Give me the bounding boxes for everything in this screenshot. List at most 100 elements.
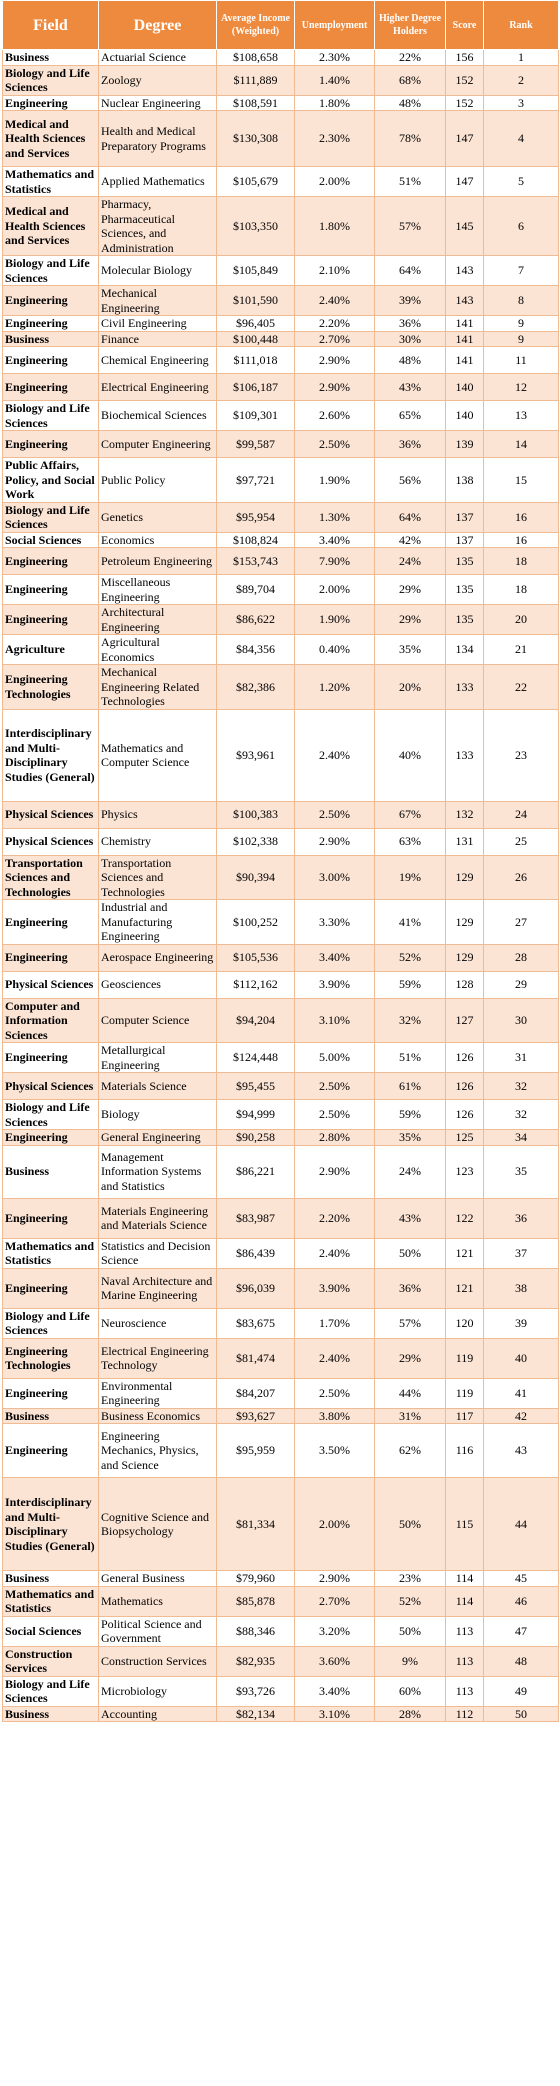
unemployment-cell: 3.40% — [294, 943, 375, 972]
field-cell: Biology and Life Sciences — [2, 1099, 99, 1130]
higher-degree-holders-cell: 42% — [374, 531, 446, 548]
degree-cell: Chemical Engineering — [98, 346, 217, 374]
rank-cell: 49 — [483, 1675, 559, 1707]
rank-cell: 5 — [483, 166, 559, 197]
average-income-cell: $108,824 — [216, 531, 295, 548]
unemployment-cell: 2.40% — [294, 1237, 375, 1269]
unemployment-cell: 1.90% — [294, 604, 375, 635]
table-row: Agriculture Agricultural Economics $84,356… — [2, 634, 559, 665]
score-cell: 137 — [445, 531, 484, 548]
unemployment-cell: 1.80% — [294, 94, 375, 111]
score-cell: 126 — [445, 1099, 484, 1130]
table-row: Physical Sciences Chemistry $102,338 2.90% 6… — [2, 827, 559, 856]
rank-cell: 16 — [483, 501, 559, 533]
average-income-cell: $153,743 — [216, 547, 295, 575]
degree-ranking-table-container: Field Degree Average Income (Weighted) U… — [2, 0, 559, 1722]
average-income-cell: $96,039 — [216, 1267, 295, 1309]
unemployment-cell: 1.90% — [294, 457, 375, 503]
table-row: Engineering Technologies Mechanical Engin… — [2, 664, 559, 710]
field-cell: Mathematics and Statistics — [2, 1585, 99, 1617]
rank-cell: 16 — [483, 531, 559, 548]
higher-degree-holders-cell: 43% — [374, 1197, 446, 1239]
unemployment-cell: 3.90% — [294, 1267, 375, 1309]
rank-cell: 18 — [483, 574, 559, 605]
higher-degree-holders-cell: 24% — [374, 547, 446, 575]
degree-cell: Microbiology — [98, 1675, 217, 1707]
table-row: Biology and Life Sciences Neuroscience $83… — [2, 1307, 559, 1339]
unemployment-cell: 0.40% — [294, 634, 375, 665]
average-income-cell: $102,338 — [216, 827, 295, 856]
score-cell: 129 — [445, 899, 484, 945]
average-income-cell: $100,383 — [216, 800, 295, 829]
table-row: Engineering Civil Engineering $96,405 2.20%… — [2, 315, 559, 332]
higher-degree-holders-cell: 29% — [374, 574, 446, 605]
rank-cell: 13 — [483, 400, 559, 431]
degree-cell: Management Information Systems and Stati… — [98, 1144, 217, 1199]
field-cell: Engineering — [2, 1042, 99, 1073]
unemployment-cell: 2.30% — [294, 49, 375, 66]
rank-cell: 4 — [483, 110, 559, 167]
table-row: Biology and Life Sciences Biochemical Sci… — [2, 400, 559, 431]
unemployment-cell: 3.10% — [294, 1705, 375, 1722]
higher-degree-holders-cell: 39% — [374, 285, 446, 316]
degree-cell: Agricultural Economics — [98, 634, 217, 665]
table-row: Mathematics and Statistics Statistics and… — [2, 1237, 559, 1269]
field-cell: Engineering — [2, 373, 99, 401]
higher-degree-holders-cell: 35% — [374, 634, 446, 665]
unemployment-cell: 3.50% — [294, 1423, 375, 1478]
average-income-cell: $99,587 — [216, 430, 295, 458]
rank-cell: 20 — [483, 604, 559, 635]
average-income-cell: $86,439 — [216, 1237, 295, 1269]
score-cell: 121 — [445, 1267, 484, 1309]
unemployment-cell: 2.70% — [294, 1585, 375, 1617]
score-cell: 127 — [445, 997, 484, 1043]
score-cell: 113 — [445, 1675, 484, 1707]
unemployment-cell: 1.30% — [294, 501, 375, 533]
table-body: Business Actuarial Science $108,658 2.30% 22… — [2, 49, 559, 1722]
degree-cell: Mechanical Engineering — [98, 285, 217, 316]
higher-degree-holders-cell: 52% — [374, 943, 446, 972]
field-cell: Biology and Life Sciences — [2, 255, 99, 286]
average-income-cell: $111,018 — [216, 346, 295, 374]
unemployment-cell: 2.00% — [294, 574, 375, 605]
rank-cell: 25 — [483, 827, 559, 856]
degree-cell: Physics — [98, 800, 217, 829]
average-income-cell: $106,187 — [216, 373, 295, 401]
score-cell: 126 — [445, 1042, 484, 1073]
table-row: Computer and Information Sciences Compute… — [2, 997, 559, 1043]
score-cell: 126 — [445, 1072, 484, 1100]
higher-degree-holders-cell: 48% — [374, 346, 446, 374]
field-cell: Medical and Health Sciences and Services — [2, 196, 99, 256]
unemployment-cell: 7.90% — [294, 547, 375, 575]
table-row: Engineering Architectural Engineering $86,… — [2, 604, 559, 635]
degree-cell: Health and Medical Preparatory Programs — [98, 110, 217, 167]
field-cell: Engineering — [2, 574, 99, 605]
average-income-cell: $105,536 — [216, 943, 295, 972]
average-income-cell: $86,221 — [216, 1144, 295, 1199]
degree-cell: Mathematics and Computer Science — [98, 708, 217, 802]
higher-degree-holders-cell: 51% — [374, 166, 446, 197]
table-row: Business Accounting $82,134 3.10% 28% 112 50 — [2, 1705, 559, 1722]
field-cell: Medical and Health Sciences and Services — [2, 110, 99, 167]
rank-cell: 24 — [483, 800, 559, 829]
average-income-cell: $108,658 — [216, 49, 295, 66]
field-cell: Social Sciences — [2, 1615, 99, 1647]
score-cell: 141 — [445, 346, 484, 374]
table-row: Engineering Engineering Mechanics, Physic… — [2, 1423, 559, 1478]
score-cell: 129 — [445, 854, 484, 900]
average-income-cell: $124,448 — [216, 1042, 295, 1073]
degree-cell: Transportation Sciences and Technologies — [98, 854, 217, 900]
unemployment-cell: 2.00% — [294, 166, 375, 197]
average-income-cell: $89,704 — [216, 574, 295, 605]
degree-cell: Computer Science — [98, 997, 217, 1043]
rank-cell: 23 — [483, 708, 559, 802]
degree-cell: Economics — [98, 531, 217, 548]
average-income-cell: $109,301 — [216, 400, 295, 431]
score-cell: 138 — [445, 457, 484, 503]
higher-degree-holders-cell: 65% — [374, 400, 446, 431]
higher-degree-holders-cell: 9% — [374, 1645, 446, 1677]
table-row: Physical Sciences Materials Science $95,45… — [2, 1072, 559, 1100]
table-row: Engineering Aerospace Engineering $105,536… — [2, 943, 559, 972]
average-income-cell: $130,308 — [216, 110, 295, 167]
higher-degree-holders-cell: 61% — [374, 1072, 446, 1100]
